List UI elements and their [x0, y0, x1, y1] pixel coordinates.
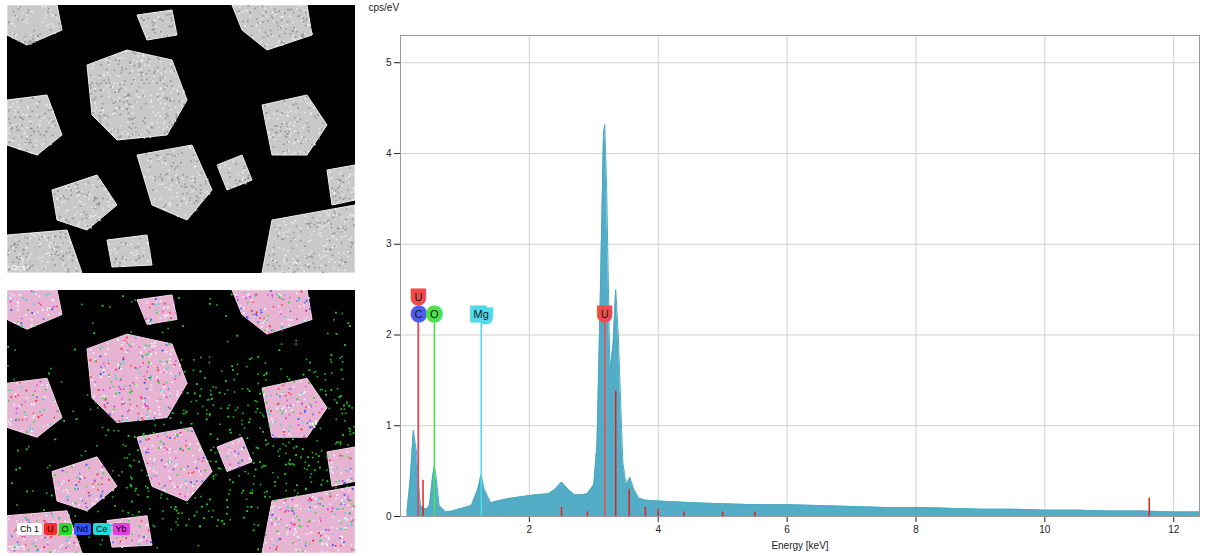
svg-text:2: 2: [386, 329, 392, 340]
svg-text:12: 12: [1168, 524, 1180, 535]
svg-text:3: 3: [386, 238, 392, 249]
html-text:Ch 1: Ch 1: [20, 524, 39, 534]
svg-text:cps/eV: cps/eV: [369, 2, 400, 13]
html-text:Yb: Yb: [115, 524, 127, 534]
svg-text:U: U: [414, 291, 422, 303]
svg-text:Mg: Mg: [474, 308, 489, 320]
html-text:Nd: Nd: [76, 524, 88, 534]
html-text:Ch 1: Ch 1: [11, 544, 26, 551]
html-text:O: O: [61, 524, 69, 534]
svg-text:C: C: [414, 308, 422, 320]
svg-text:2: 2: [527, 524, 533, 535]
html-text:Ch 1: Ch 1: [11, 264, 26, 271]
svg-text:4: 4: [655, 524, 661, 535]
svg-text:4: 4: [386, 148, 392, 159]
svg-text:0: 0: [386, 511, 392, 522]
svg-text:1: 1: [386, 420, 392, 431]
svg-text:6: 6: [784, 524, 790, 535]
svg-text:5: 5: [386, 57, 392, 68]
svg-text:10: 10: [1039, 524, 1051, 535]
svg-text:O: O: [430, 308, 439, 320]
svg-text:Energy [keV]: Energy [keV]: [771, 540, 828, 551]
html-text:U: U: [47, 524, 54, 534]
svg-text:U: U: [601, 308, 609, 320]
html-text:Ce: Ce: [96, 524, 108, 534]
svg-text:8: 8: [913, 524, 919, 535]
